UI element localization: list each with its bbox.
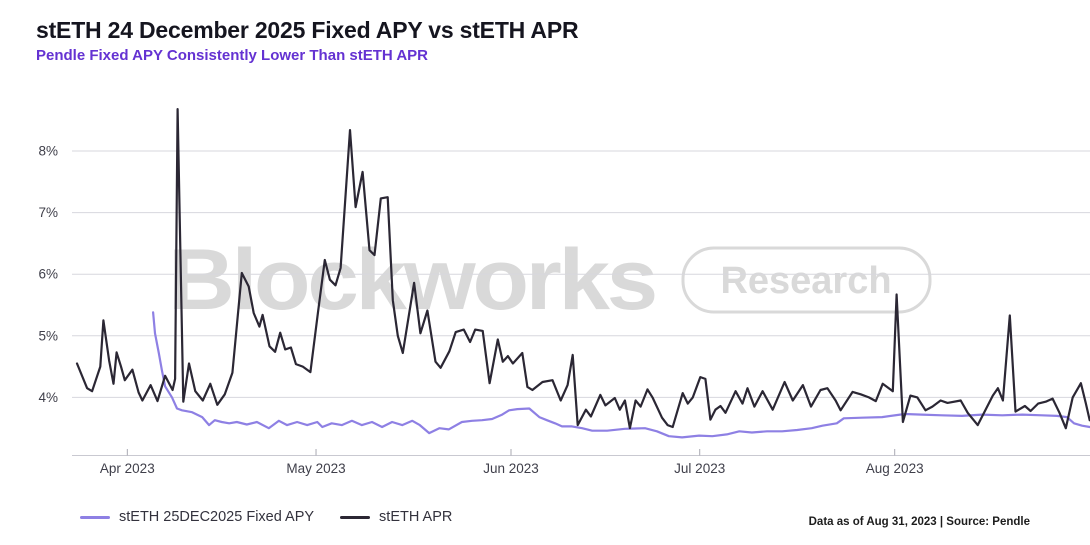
legend-swatch-steth-apr [340, 515, 371, 519]
x-tick-label: May 2023 [286, 461, 345, 476]
source-note: Data as of Aug 31, 2023 | Source: Pendle [808, 516, 1030, 528]
legend-swatch-fixed-apy [80, 515, 110, 519]
legend-item-fixed-apy[interactable]: stETH 25DEC2025 Fixed APY [80, 509, 314, 525]
x-tick-label: Jun 2023 [483, 461, 539, 476]
x-tick-label: Apr 2023 [100, 461, 155, 476]
series-line-steth-apr [75, 107, 1090, 430]
x-tick-label: Aug 2023 [866, 461, 924, 476]
y-tick-label: 6% [38, 267, 58, 282]
y-tick-label: 4% [38, 390, 58, 405]
chart-subtitle: Pendle Fixed APY Consistently Lower Than… [36, 46, 429, 64]
y-tick-label: 7% [38, 205, 58, 220]
y-tick-label: 5% [38, 328, 58, 343]
y-tick-label: 8% [38, 144, 58, 159]
legend-label-steth-apr: stETH APR [379, 509, 453, 525]
watermark-research-box [681, 246, 932, 314]
x-tick-label: Jul 2023 [674, 461, 725, 476]
watermark-suffix: Research [720, 260, 891, 302]
legend-label-fixed-apy: stETH 25DEC2025 Fixed APY [119, 509, 315, 525]
legend: stETH 25DEC2025 Fixed APY stETH APR [80, 509, 452, 525]
legend-item-steth-apr[interactable]: stETH APR [340, 509, 452, 525]
watermark-brand: Blockworks [168, 232, 655, 328]
chart-header: stETH 24 December 2025 Fixed APY vs stET… [36, 16, 579, 64]
chart-title: stETH 24 December 2025 Fixed APY vs stET… [36, 17, 579, 43]
series-line-fixed-apy [152, 311, 1090, 439]
